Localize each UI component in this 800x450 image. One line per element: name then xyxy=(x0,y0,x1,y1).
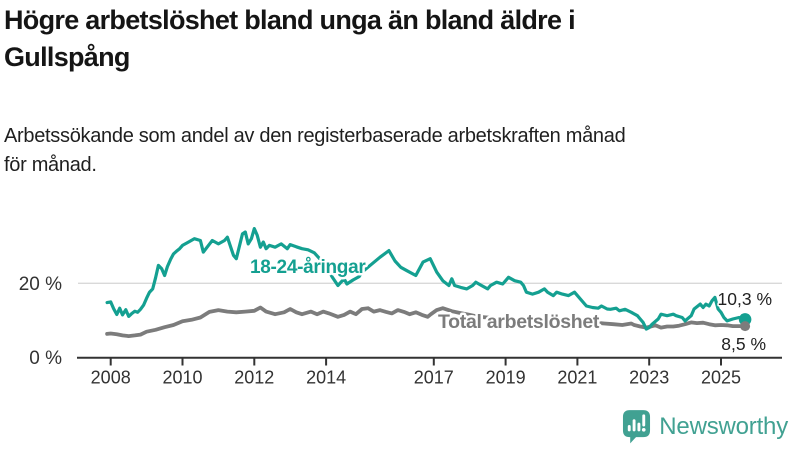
series-label-0: 18-24-åringar xyxy=(250,257,366,278)
x-tick-label: 2010 xyxy=(162,368,202,388)
y-tick-label: 20 % xyxy=(19,274,62,295)
x-tick-label: 2014 xyxy=(306,368,346,388)
x-tick-label: 2021 xyxy=(557,368,597,388)
series-line-1 xyxy=(105,305,747,338)
x-axis-group: 2008 2010 2012 2014 2017 2019 2021 2023 2025 xyxy=(91,357,741,388)
end-dots xyxy=(738,313,752,332)
logo-exclamation-dot xyxy=(642,427,646,432)
y-tick-label: 0 % xyxy=(29,348,62,369)
brand-footer[interactable]: Newsworthy xyxy=(622,409,788,444)
x-tick-label: 2012 xyxy=(234,368,274,388)
newsworthy-logo-icon xyxy=(623,410,651,444)
subtitle-line-2: för månad. xyxy=(4,154,97,176)
subtitle-line-1: Arbetssökande som andel av den registerb… xyxy=(4,125,626,147)
title-line-2: Gullspång xyxy=(4,42,130,72)
x-tick-label: 2023 xyxy=(629,368,669,388)
logo-bars xyxy=(628,414,646,432)
end-label-0: 10,3 % xyxy=(718,289,772,309)
title-line-1: Högre arbetslöshet bland unga än bland ä… xyxy=(4,5,576,35)
page-title: Högre arbetslöshet bland unga än bland ä… xyxy=(4,2,576,76)
x-tick-label: 2017 xyxy=(414,368,454,388)
x-tick-label: 2008 xyxy=(91,368,131,388)
chart-subtitle: Arbetssökande som andel av den registerb… xyxy=(4,122,626,180)
series-label-1: Total arbetslöshet xyxy=(438,311,600,333)
x-tick-label: 2025 xyxy=(701,368,741,388)
end-dot-1 xyxy=(740,321,751,332)
x-tick-label: 2019 xyxy=(486,368,526,388)
speech-bubble-shape xyxy=(623,410,651,444)
brand-name: Newsworthy xyxy=(659,412,788,440)
y-axis-group: 0 % 20 % xyxy=(19,274,782,369)
series-line-0 xyxy=(105,227,747,331)
end-label-1: 8,5 % xyxy=(721,334,766,354)
unemployment-chart: 0 % 20 % 2008 2010 2012 2014 2017 2019 2021 2023… xyxy=(19,227,782,388)
